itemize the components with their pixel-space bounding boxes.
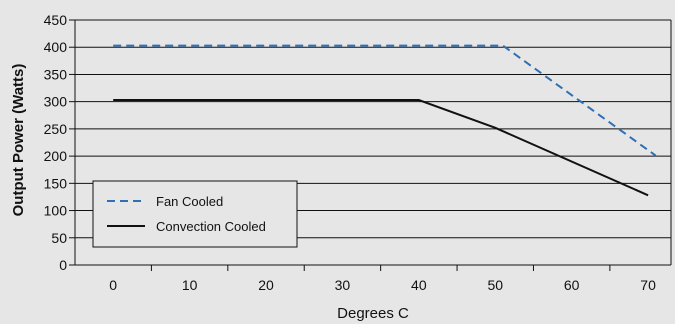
legend-box [92, 180, 298, 248]
y-tick-label-400: 400 [44, 39, 68, 55]
x-tick-label-10: 10 [182, 277, 198, 293]
y-tick-label-450: 450 [44, 12, 68, 28]
y-tick-label-300: 300 [44, 94, 68, 110]
series-lines [113, 44, 657, 197]
y-tick-label-350: 350 [44, 66, 68, 82]
legend-label-convection-cooled: Convection Cooled [156, 219, 266, 234]
y-tick-label-250: 250 [44, 121, 68, 137]
y-axis-title: Output Power (Watts) [10, 64, 27, 217]
y-tick-label-100: 100 [44, 203, 68, 219]
y-tick-label-0: 0 [59, 257, 67, 273]
x-tick-label-30: 30 [335, 277, 351, 293]
x-tick-label-50: 50 [487, 277, 503, 293]
x-tick-label-60: 60 [564, 277, 580, 293]
y-tick-label-200: 200 [44, 148, 68, 164]
tick-labels: 0 50 100 150 200 250 300 350 400 450 0 10 20 30 40 50 60… [44, 12, 656, 293]
legend: Fan Cooled Convection Cooled [92, 180, 298, 248]
y-tick-label-150: 150 [44, 175, 68, 191]
x-axis-title: Degrees C [337, 305, 409, 322]
x-tick-label-70: 70 [640, 277, 656, 293]
axes [69, 19, 672, 271]
x-tick-label-20: 20 [258, 277, 274, 293]
legend-label-fan-cooled: Fan Cooled [156, 194, 223, 209]
y-tick-label-50: 50 [51, 230, 67, 246]
x-tick-label-0: 0 [109, 277, 117, 293]
series-line-convection-cooled [113, 99, 649, 197]
x-tick-label-40: 40 [411, 277, 427, 293]
